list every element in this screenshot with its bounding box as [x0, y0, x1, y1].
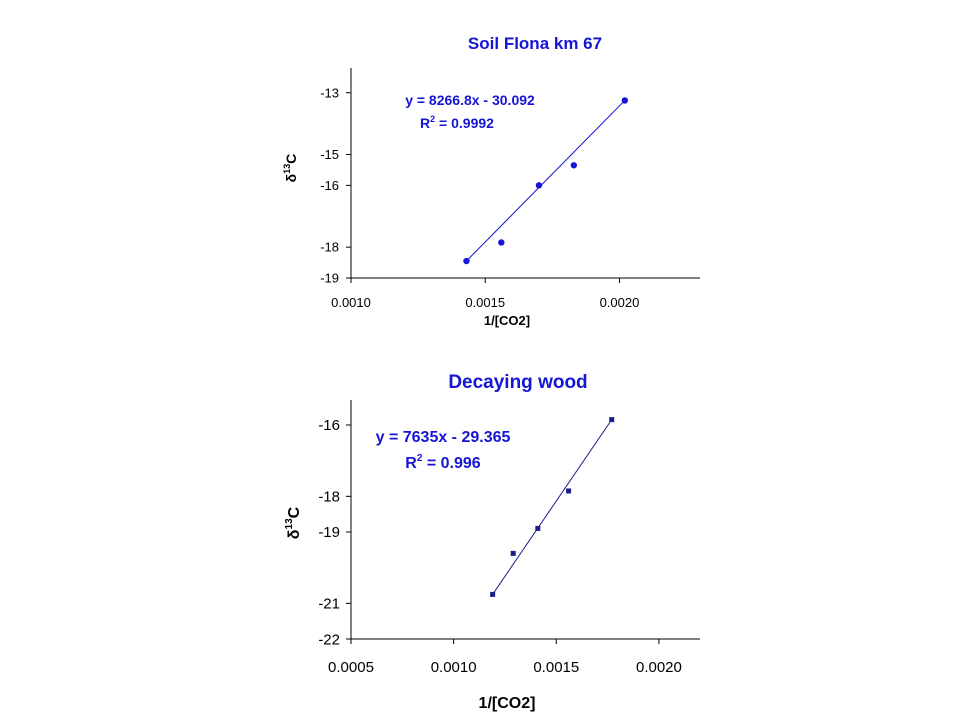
soil-chart-title: Soil Flona km 67	[468, 34, 602, 53]
wood-chart-x-tick-label: 0.0010	[431, 659, 477, 676]
soil-chart-ylabel-tail: C	[283, 154, 299, 164]
wood-chart-y-tick-label: -22	[318, 631, 340, 648]
soil-chart-y-tick-label: -13	[320, 85, 339, 100]
soil-chart-y-tick-label: -16	[320, 178, 339, 193]
soil-chart-y-tick-label: -18	[320, 240, 339, 255]
soil-chart-y-tick-label: -15	[320, 147, 339, 162]
soil-chart-r2-sup: 2	[430, 114, 435, 124]
soil-chart-data-point	[570, 162, 578, 169]
soil-chart-r2: R2 = 0.9992	[420, 114, 494, 131]
wood-chart-r2: R2 = 0.996	[405, 453, 481, 472]
soil-chart-x-tick-label: 0.0015	[465, 295, 505, 310]
wood-chart-y-tick-label: -21	[318, 596, 340, 613]
wood-chart-y-tick-label: -18	[318, 489, 340, 506]
wood-chart-trendline	[492, 419, 613, 595]
wood-chart-ylabel-main: δ	[286, 529, 303, 539]
soil-chart-data-point	[535, 182, 543, 189]
soil-chart-ylabel-main: δ	[283, 174, 299, 183]
soil-chart-data-point	[621, 97, 629, 104]
soil-chart-trendline	[466, 100, 626, 262]
wood-chart-data-point	[566, 488, 572, 494]
soil-chart-ylabel: δ13C	[282, 154, 299, 183]
soil-chart-data-point	[463, 257, 470, 265]
wood-chart-data-point	[510, 550, 516, 556]
wood-chart-r2-value: = 0.996	[422, 455, 480, 472]
wood-chart-r2-sup: 2	[417, 453, 423, 464]
soil-chart-equation: y = 8266.8x - 30.092	[405, 92, 535, 108]
wood-chart-data-point	[609, 417, 615, 423]
soil-chart-y-tick-label: -19	[320, 271, 339, 286]
soil-chart-ylabel-sup: 13	[282, 164, 292, 174]
soil-chart-xlabel: 1/[CO2]	[484, 313, 530, 328]
wood-chart-title: Decaying wood	[448, 372, 587, 393]
wood-chart-x-tick-label: 0.0005	[328, 659, 374, 676]
soil-chart-r2-prefix: R	[420, 115, 430, 131]
wood-chart-x-tick-label: 0.0015	[533, 659, 579, 676]
wood-chart-y-tick-label: -16	[318, 417, 340, 434]
wood-chart-x-tick-label: 0.0020	[636, 659, 682, 676]
wood-chart-equation: y = 7635x - 29.365	[376, 429, 511, 446]
wood-chart-xlabel: 1/[CO2]	[479, 695, 536, 712]
soil-chart-x-tick-label: 0.0020	[600, 295, 640, 310]
soil-chart-data-point	[498, 239, 505, 246]
wood-chart-ylabel: δ13C	[284, 506, 303, 539]
wood-chart-ylabel-sup: 13	[284, 518, 295, 530]
wood-chart-ylabel-tail: C	[286, 506, 303, 518]
wood-chart-y-tick-label: -19	[318, 524, 340, 541]
soil-chart-r2-value: = 0.9992	[435, 115, 494, 131]
wood-chart-data-point	[490, 591, 496, 597]
soil-chart: Soil Flona km 67 y = 8266.8x - 30.092 R2…	[282, 34, 700, 328]
soil-chart-x-tick-label: 0.0010	[331, 295, 371, 310]
wood-chart-data-point	[535, 525, 541, 531]
wood-chart-r2-prefix: R	[405, 455, 417, 472]
wood-chart: Decaying wood y = 7635x - 29.365 R2 = 0.…	[284, 372, 700, 712]
